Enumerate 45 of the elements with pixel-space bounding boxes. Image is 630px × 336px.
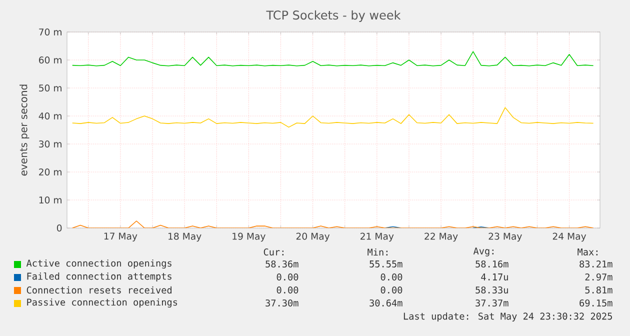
chart-title: TCP Sockets - by week: [266, 10, 401, 22]
text: 69.15m: [580, 299, 612, 307]
x-tick-label: 17 May: [104, 232, 138, 242]
text: 5.81m: [585, 286, 612, 294]
text: 0.00: [276, 273, 298, 281]
x-tick-label: 24 May: [552, 232, 586, 242]
y-tick-label: 20 m: [39, 168, 62, 176]
y-tick-label: 30 m: [39, 140, 62, 148]
text: 2.97m: [585, 273, 612, 281]
line-series: [72, 51, 594, 66]
text: 58.16m: [476, 260, 508, 268]
y-tick-label: 10 m: [39, 196, 62, 204]
text: 58.36m: [266, 260, 298, 268]
text: 4.17u: [481, 274, 508, 280]
text: 55.55m: [370, 260, 402, 268]
y-tick-label: 60 m: [39, 56, 62, 64]
x-tick-label: 23 May: [488, 232, 522, 242]
text: 37.30m: [266, 299, 298, 307]
x-tick-label: 22 May: [424, 232, 458, 242]
y-tick-label: 70 m: [39, 28, 62, 36]
text: 58.33u: [476, 286, 508, 294]
x-tick-label: 21 May: [360, 232, 394, 242]
legend-label: Active connection openings: [26, 259, 172, 269]
text: Avg:: [473, 248, 494, 256]
text: 37.37m: [476, 299, 508, 307]
text: 0.00: [276, 286, 298, 294]
text: Max:: [578, 248, 598, 256]
text: Cur:: [264, 248, 284, 256]
y-tick-label: 40 m: [38, 112, 62, 120]
legend-label: Failed connection attempts: [27, 272, 172, 282]
y-axis-title: events per second: [20, 84, 30, 176]
legend-label: Connection resets received: [26, 286, 172, 294]
line-series: [72, 107, 594, 128]
x-tick-label: 18 May: [168, 232, 202, 242]
text: 0.00: [380, 273, 402, 281]
legend-label: Passive connection openings: [27, 298, 178, 308]
y-tick-label: 50 m: [39, 84, 62, 92]
text: 0.00: [380, 286, 402, 294]
text: Min:: [368, 248, 388, 256]
y-tick-label: 0: [56, 224, 62, 232]
text: Last update: Sat May 24 23:30:32 2025: [404, 312, 612, 322]
x-tick-label: 20 May: [296, 232, 330, 242]
x-tick-label: 19 May: [232, 232, 266, 242]
text: 30.64m: [370, 299, 402, 307]
text: 83.21m: [580, 260, 612, 268]
